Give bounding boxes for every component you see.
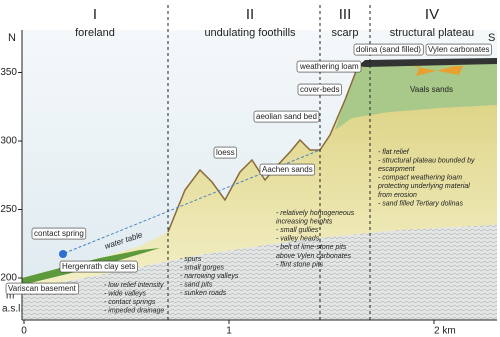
y-unit: a.s.l. xyxy=(2,304,23,315)
note: escarpment xyxy=(378,166,416,173)
compass-n: N xyxy=(8,32,16,44)
x-tick-label: 1 xyxy=(226,326,232,337)
label: Aachen sands xyxy=(262,165,313,174)
zone-numeral: II xyxy=(246,6,254,23)
note: - contact springs xyxy=(104,299,156,306)
label-box xyxy=(31,227,87,240)
zone-numeral: IV xyxy=(425,6,439,23)
label: Hergenrath clay sets xyxy=(62,262,135,271)
note: - narrowing valleys xyxy=(180,273,239,280)
label-box xyxy=(213,146,237,159)
vylen-carbonates xyxy=(412,66,463,76)
label-box xyxy=(353,43,424,56)
weathering-loam xyxy=(358,58,497,67)
note: - impeded drainage xyxy=(104,308,164,315)
zone-name: structural plateau xyxy=(390,27,474,39)
compass-s: S xyxy=(488,32,495,44)
label-box xyxy=(259,163,316,176)
zone-numeral: I xyxy=(93,6,97,23)
note: - low relief intensity xyxy=(104,282,164,289)
label: dolina (sand filled) xyxy=(356,45,421,54)
note: - small gorges xyxy=(180,264,224,271)
note: from erosion xyxy=(378,192,417,199)
label: aeolian sand bed xyxy=(256,112,317,121)
note: - relatively homogeneous xyxy=(276,210,355,217)
note: - sunken roads xyxy=(180,290,227,297)
label: contact spring xyxy=(34,229,84,238)
y-tick-label: 200 xyxy=(0,273,17,284)
headers: I foreland II undulating foothills III s… xyxy=(2,6,495,315)
label: weathering loam xyxy=(299,62,359,71)
label: Vaals sands xyxy=(410,85,453,94)
note: - sand pits xyxy=(180,282,213,289)
zone-name: undulating foothills xyxy=(204,27,296,39)
label: Variscan basement xyxy=(8,284,77,293)
note: - wide valleys xyxy=(104,290,147,297)
label-box xyxy=(296,60,362,73)
zone-name: scarp xyxy=(332,27,359,39)
label-box xyxy=(5,282,79,295)
note: - flint stone pits xyxy=(276,261,324,268)
y-tick-label: 250 xyxy=(0,204,17,215)
label-box xyxy=(253,110,320,123)
vaals-sands xyxy=(335,62,497,130)
note: - compact weathering loam xyxy=(378,175,462,182)
note: - sand filled Tertiary dolinas xyxy=(378,200,463,207)
zone-numeral: III xyxy=(339,6,352,23)
note: - structural plateau bounded by xyxy=(378,157,475,164)
note: above Vylen carbonates xyxy=(276,253,351,260)
notes: - low relief intensity- wide valleys - co… xyxy=(104,149,475,315)
label-box xyxy=(59,260,138,273)
label: loess xyxy=(216,148,235,157)
basement xyxy=(22,225,497,320)
label: cover-beds xyxy=(300,85,340,94)
note: - spurs xyxy=(180,256,202,263)
x-tick-label: 2 km xyxy=(434,326,456,337)
note: - flat relief xyxy=(378,149,410,156)
sands xyxy=(22,62,497,290)
ticks: 200 250 300 350 0 1 2 km xyxy=(0,67,455,337)
y-tick-label: 300 xyxy=(0,136,17,147)
zone-name: foreland xyxy=(75,27,115,39)
y-tick-label: 350 xyxy=(0,67,17,78)
spring-marker xyxy=(59,250,67,258)
note: - belt of lime-stone pits xyxy=(276,244,347,251)
note: - small gullies xyxy=(276,227,319,234)
y-unit: m xyxy=(6,291,14,302)
water-table-line xyxy=(59,149,321,256)
note: increasing heights xyxy=(276,218,333,225)
label-box xyxy=(297,83,342,96)
label: Vylen carbonates xyxy=(428,45,490,54)
label-box xyxy=(425,43,492,56)
note: protecting underlying material xyxy=(377,183,470,190)
x-tick-label: 0 xyxy=(21,326,27,337)
note: - valley heads xyxy=(276,236,320,243)
